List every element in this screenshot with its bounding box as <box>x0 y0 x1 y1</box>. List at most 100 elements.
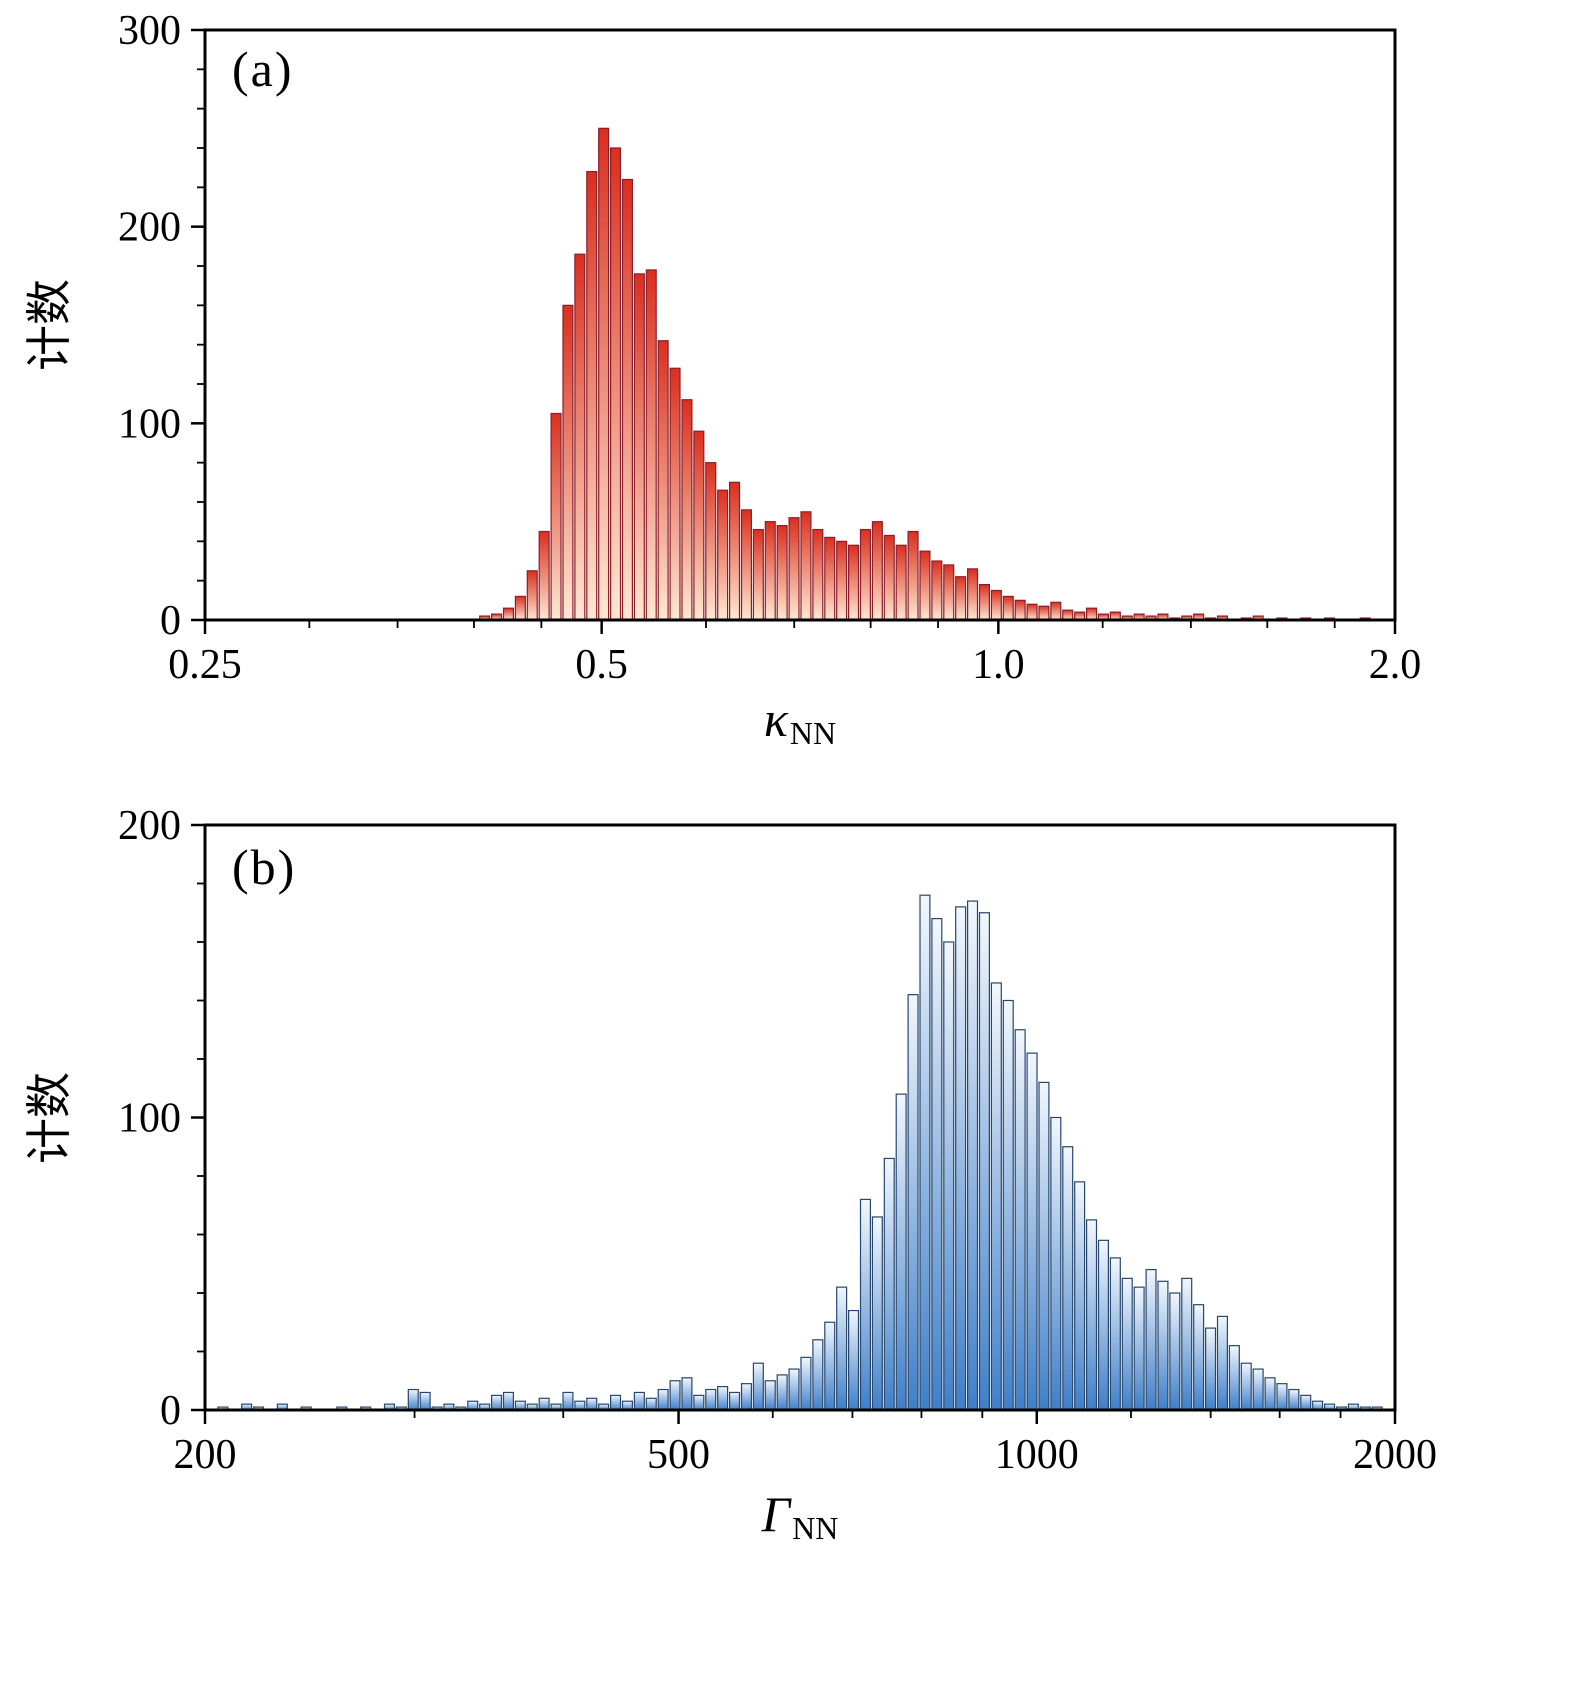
histogram-bar <box>1157 1280 1169 1411</box>
histogram-bar <box>919 550 931 621</box>
histogram-bar <box>907 530 919 621</box>
axis-ticks <box>191 28 1397 634</box>
histogram-bar <box>859 528 871 621</box>
histogram-bar <box>931 560 943 621</box>
histogram-bar <box>586 1397 598 1411</box>
histogram-bar <box>836 1286 848 1411</box>
histogram-a-plot: 0.25 0.5 1.0 2.0 0 100 200 300 <box>118 8 1422 688</box>
histogram-bar <box>669 1380 681 1411</box>
y-tick-label: 300 <box>118 8 181 54</box>
histogram-bar <box>598 127 610 621</box>
x-tick-label: 2000 <box>1353 1432 1437 1478</box>
plot-frame <box>203 823 1397 1412</box>
histogram-bar <box>1193 1304 1205 1411</box>
kappa-subscript: NN <box>789 715 837 751</box>
x-tick-label: 0.25 <box>168 642 242 688</box>
histogram-bar <box>657 1388 669 1411</box>
histogram-bar <box>740 1383 752 1411</box>
histogram-bar <box>895 1093 907 1411</box>
histogram-bar <box>990 589 1002 621</box>
histogram-bar <box>538 1397 550 1411</box>
histogram-bar <box>943 941 955 1411</box>
panel-a-y-axis-label: 计数 <box>24 279 75 371</box>
histogram-bar <box>1026 603 1038 621</box>
histogram-bar <box>514 595 526 621</box>
histogram-bar <box>776 524 788 621</box>
gamma-symbol: Γ <box>761 1486 791 1542</box>
histogram-bar <box>1133 1286 1145 1411</box>
x-tick-label: 2.0 <box>1369 642 1422 688</box>
histogram-bar <box>645 269 657 621</box>
histogram-bar <box>955 906 967 1411</box>
histogram-bar <box>788 517 800 621</box>
histogram-bar <box>859 1198 871 1411</box>
histogram-bar <box>1014 1029 1026 1411</box>
kappa-symbol: κ <box>763 691 788 747</box>
histogram-bar <box>681 1377 693 1411</box>
histogram-bar <box>871 1216 883 1411</box>
tick-labels: 200 500 1000 2000 0 100 200 <box>118 803 1437 1478</box>
histogram-bar <box>1062 1146 1074 1411</box>
histogram-bar <box>955 576 967 621</box>
histogram-bar <box>633 273 645 621</box>
x-tick-label: 1.0 <box>972 642 1025 688</box>
histogram-bar <box>752 528 764 621</box>
histogram-bar <box>966 900 979 1411</box>
histogram-bar <box>1276 1383 1288 1411</box>
y-tick-label: 100 <box>118 1096 181 1142</box>
histogram-bar <box>1300 1394 1312 1411</box>
histogram-bar <box>717 489 729 621</box>
x-tick-label: 200 <box>174 1432 237 1478</box>
histogram-bar <box>812 1339 824 1411</box>
histogram-bar <box>419 1391 431 1411</box>
histogram-bar <box>1038 1081 1050 1411</box>
histogram-bar <box>728 481 741 621</box>
y-tick-label: 0 <box>160 598 181 644</box>
histogram-bar <box>550 412 562 621</box>
histogram-bar <box>978 583 990 621</box>
histogram-bar <box>836 540 848 621</box>
histogram-bar <box>621 178 633 621</box>
histogram-bar <box>1038 605 1050 621</box>
histogram-bar <box>871 521 883 621</box>
histogram-bar <box>562 304 574 621</box>
histogram-bar <box>1074 1181 1086 1411</box>
histogram-bar <box>800 511 812 621</box>
histogram-bar <box>1014 599 1026 621</box>
histogram-bar <box>1109 1257 1121 1411</box>
y-tick-label: 100 <box>118 401 181 447</box>
histogram-bar <box>407 1388 419 1411</box>
histogram-bar <box>586 171 598 621</box>
histogram-bar <box>907 994 919 1411</box>
histogram-bar <box>764 1380 776 1411</box>
histogram-bar <box>1288 1388 1300 1411</box>
plot-frame <box>203 28 1397 622</box>
histogram-bar <box>824 1321 836 1411</box>
histogram-bar <box>491 1394 503 1411</box>
gamma-subscript: NN <box>792 1510 839 1546</box>
histogram-bar <box>776 1374 788 1411</box>
histogram-bar <box>538 530 550 621</box>
histogram-bar <box>943 564 955 621</box>
histogram-bar <box>883 534 895 621</box>
histogram-bars <box>479 127 1371 621</box>
histogram-bar <box>800 1356 812 1411</box>
histogram-bar <box>1264 1377 1276 1411</box>
histogram-bar <box>1145 1269 1157 1411</box>
x-tick-label: 500 <box>647 1432 710 1478</box>
histogram-bar <box>1002 595 1014 621</box>
histogram-bar <box>669 367 681 621</box>
y-tick-label: 0 <box>160 1388 181 1434</box>
histogram-bar <box>526 570 538 621</box>
histogram-bar <box>1050 601 1062 621</box>
histogram-bar <box>502 1391 514 1411</box>
histogram-bar <box>645 1397 657 1411</box>
histogram-bar <box>693 1394 705 1411</box>
panel-b-y-axis-label: 计数 <box>24 1072 75 1164</box>
histogram-bars <box>217 894 1383 1411</box>
histogram-bar <box>1002 999 1014 1411</box>
histogram-bar <box>764 521 776 621</box>
y-tick-label: 200 <box>118 205 181 251</box>
histogram-bar <box>919 894 931 1411</box>
